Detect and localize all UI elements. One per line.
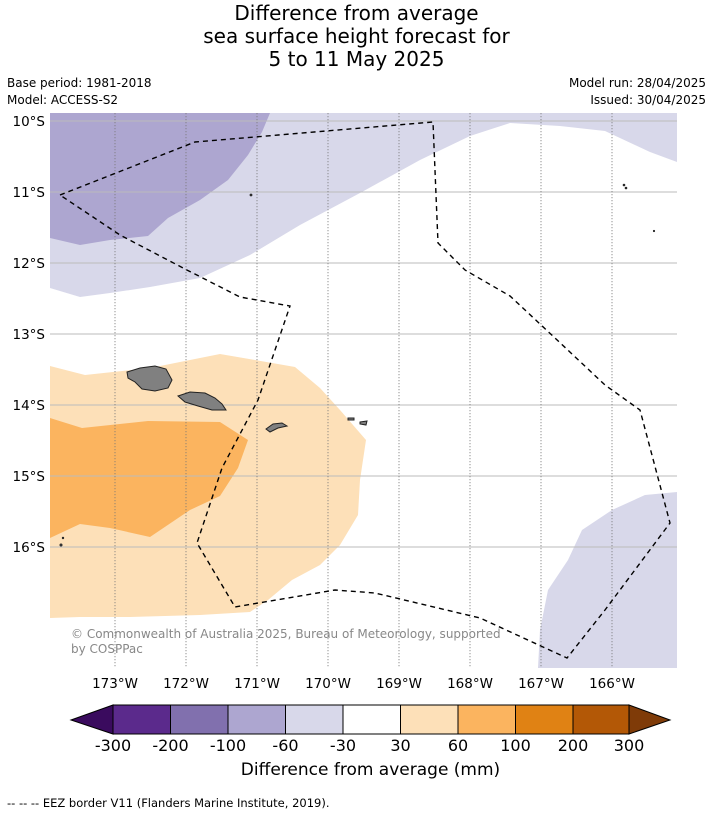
eez-footnote: -- -- -- EEZ border V11 (Flanders Marine…: [7, 796, 330, 810]
lon-labels: 173°W 172°W 171°W 170°W 169°W 168°W 167°…: [92, 676, 635, 692]
colorbar-title: Difference from average (mm): [240, 760, 501, 780]
colorbar-tick-label: -60: [272, 736, 299, 755]
lat-label: 15°S: [13, 469, 46, 485]
tutuila-island: [265, 422, 289, 433]
colorbar-tick-label: 100: [500, 736, 531, 755]
eez-border: [58, 121, 671, 659]
anomaly-region-orange: [50, 418, 248, 538]
lon-label: 169°W: [376, 676, 422, 692]
lon-label: 171°W: [234, 676, 280, 692]
colorbar-tick-label: 60: [447, 736, 469, 755]
lat-label: 10°S: [13, 114, 46, 130]
lat-label: 13°S: [13, 327, 46, 343]
lon-label: 172°W: [163, 676, 209, 692]
colorbar-segment: [515, 704, 574, 735]
colorbar-segment: [285, 704, 344, 735]
lat-label: 14°S: [13, 398, 46, 414]
land-islands: [59, 183, 656, 547]
colorbar-segment: [342, 704, 401, 735]
colorbar-segment: [170, 704, 229, 735]
colorbar-segment: [457, 704, 516, 735]
colorbar-tick-label: 300: [613, 736, 645, 755]
colorbar-segment: [572, 704, 630, 735]
copyright-line-2: by COSPPac: [71, 642, 143, 656]
colorbar: [69, 704, 672, 735]
lat-gridlines: [50, 120, 677, 548]
colorbar-segment: [112, 704, 171, 735]
lat-label: 11°S: [13, 185, 46, 201]
lat-label: 16°S: [13, 540, 46, 556]
title-line-2: sea surface height forecast for: [203, 24, 510, 48]
copyright-line-1: © Commonwealth of Australia 2025, Bureau…: [71, 627, 501, 641]
issued-date: Issued: 30/04/2025: [590, 93, 706, 107]
colorbar-tick-label: -200: [152, 736, 189, 755]
colorbar-tick-label: 200: [557, 736, 589, 755]
colorbar-over-arrow: [628, 704, 672, 735]
lon-label: 166°W: [589, 676, 635, 692]
savaii-island: [126, 365, 173, 392]
lon-label: 167°W: [518, 676, 564, 692]
lat-label: 12°S: [13, 256, 46, 272]
lat-labels: 10°S 11°S 12°S 13°S 14°S 15°S 16°S: [13, 114, 46, 556]
colorbar-segment: [400, 704, 459, 735]
lon-label: 170°W: [305, 676, 351, 692]
colorbar-tick-label: -100: [209, 736, 247, 755]
lon-label: 173°W: [92, 676, 138, 692]
model-run: Model run: 28/04/2025: [568, 76, 706, 90]
base-period: Base period: 1981-2018: [7, 76, 152, 90]
lon-label: 168°W: [447, 676, 493, 692]
anomaly-region-southeast: [538, 492, 677, 668]
colorbar-segment: [227, 704, 286, 735]
map-area: © Commonwealth of Australia 2025, Bureau…: [50, 113, 677, 668]
title-line-1: Difference from average: [234, 1, 479, 25]
model-name: Model: ACCESS-S2: [7, 93, 119, 107]
title-line-3: 5 to 11 May 2025: [268, 47, 445, 71]
lon-gridlines: [114, 113, 613, 668]
anomaly-region-medium-purple: [50, 113, 270, 245]
upolu-island: [177, 391, 227, 411]
colorbar-tick-label: 30: [390, 736, 411, 755]
colorbar-tick-label: -300: [94, 736, 132, 755]
colorbar-under-arrow: [69, 704, 114, 735]
colorbar-tick-label: -30: [329, 736, 357, 755]
